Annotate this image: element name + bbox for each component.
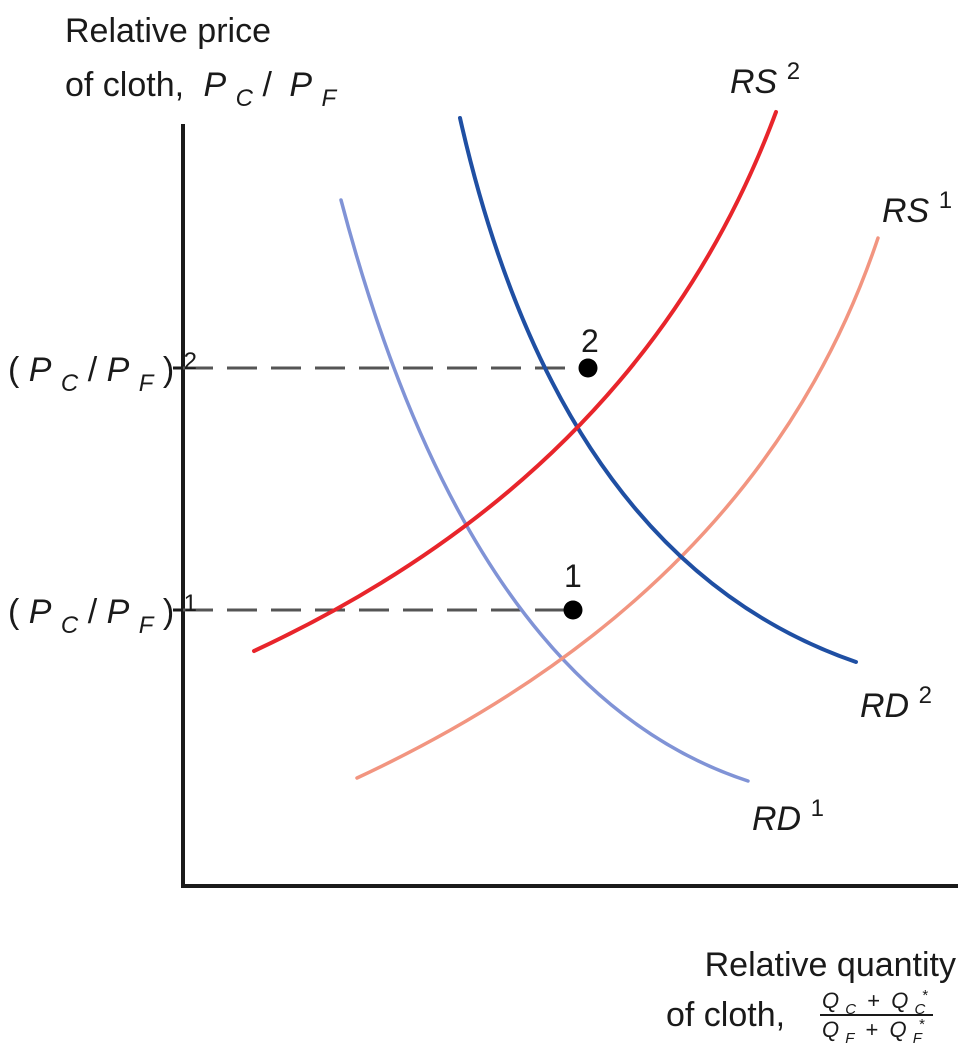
rd1-curve [339,198,750,783]
x-axis-fraction-numerator: Q C + Q C * [822,987,931,1019]
price-level-1-label: ( P C / P F ) 1 [8,590,197,641]
equilibrium-point-2 [578,358,598,378]
price-level-2-label: ( P C / P F ) 2 [8,348,197,399]
rs1-curve [355,236,880,780]
equilibrium-point-1 [563,600,583,620]
y-axis-label-prefix: of cloth, [65,66,184,104]
equilibrium-point-2-label: 2 [581,323,599,359]
y-axis-var-pf: P [289,66,312,104]
x-axis-label-prefix: of cloth, [666,996,785,1034]
rd2-label: RD 2 [860,682,932,725]
rs1-label: RS 1 [882,187,952,230]
equilibrium-point-1-label: 1 [564,558,582,594]
rd1-label: RD 1 [752,795,824,838]
x-axis-label-line1: Relative quantity [705,946,956,984]
y-axis-var-pc: P [204,66,227,104]
y-axis-label-line1: Relative price [65,12,271,50]
y-axis-sub-c: C [236,85,254,112]
y-axis-slash: / [262,66,272,104]
rd2-curve [458,116,858,664]
x-axis-fraction-denominator: Q F + Q F * [822,1016,928,1043]
y-axis-label-line2: of cloth, P C / P F [65,66,338,114]
rs2-curve [252,110,778,653]
y-axis-sub-f: F [322,85,338,112]
rs2-label: RS 2 [730,58,800,101]
